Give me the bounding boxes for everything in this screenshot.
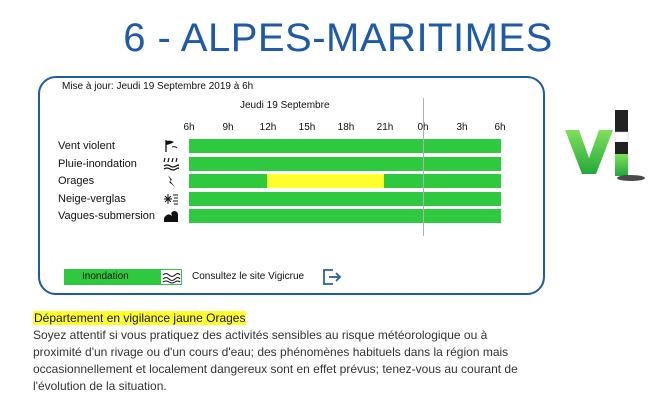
hour-label: 3h bbox=[456, 122, 468, 133]
vigilance-line: occasionnellement et localement dangereu… bbox=[33, 362, 518, 376]
row-label-rain-flood: Pluie-inondation bbox=[58, 158, 137, 170]
hour-label: 15h bbox=[298, 122, 316, 133]
vigilance-line: proximité d'un rivage ou d'un cours d'ea… bbox=[33, 345, 509, 359]
update-timestamp: Mise à jour: Jeudi 19 Septembre 2019 à 6… bbox=[62, 81, 254, 92]
wind-icon bbox=[163, 139, 179, 153]
snow-ice-icon bbox=[163, 192, 179, 206]
alert-bar-wind bbox=[189, 139, 501, 153]
row-label-wind: Vent violent bbox=[58, 140, 115, 152]
page-title: 6 - ALPES-MARITIMES bbox=[123, 16, 553, 60]
flood-waves-icon bbox=[161, 270, 181, 284]
day-label: Jeudi 19 Septembre bbox=[240, 100, 330, 111]
waves-icon bbox=[163, 209, 179, 223]
external-link-icon[interactable] bbox=[322, 268, 342, 286]
vigilance-title: Département en vigilance jaune Orages bbox=[33, 311, 247, 325]
midnight-divider bbox=[423, 98, 424, 236]
alert-bar-rain-flood bbox=[189, 157, 501, 171]
hour-label: 12h bbox=[259, 122, 277, 133]
lightning-icon bbox=[163, 174, 179, 188]
vigicrue-link[interactable]: Consultez le site Vigicrue bbox=[192, 271, 305, 282]
forecast-panel bbox=[38, 76, 545, 295]
hour-label: 6h bbox=[494, 122, 506, 133]
hour-label: 18h bbox=[337, 122, 355, 133]
hour-label: 21h bbox=[376, 122, 394, 133]
flood-label: Inondation bbox=[82, 271, 129, 282]
vigilance-description: Soyez attentif si vous pratiquez des act… bbox=[33, 327, 553, 395]
flood-indicator: Inondation bbox=[64, 269, 182, 285]
row-label-waves: Vagues-submersion bbox=[58, 210, 156, 222]
hour-label: 6h bbox=[183, 122, 195, 133]
vigilance-line: l'évolution de la situation. bbox=[33, 379, 167, 393]
alert-bar-snow-ice bbox=[189, 192, 501, 206]
hour-label: 9h bbox=[222, 122, 234, 133]
alert-bar-waves bbox=[189, 209, 501, 223]
rain-flood-icon bbox=[163, 157, 180, 171]
vigilance-logo-icon bbox=[565, 108, 647, 188]
alert-bar-storms bbox=[189, 174, 501, 188]
yellow-alert-segment bbox=[267, 174, 384, 188]
vigilance-line: Soyez attentif si vous pratiquez des act… bbox=[33, 328, 488, 342]
row-label-storms: Orages bbox=[58, 175, 95, 187]
row-label-snow-ice: Neige-verglas bbox=[58, 193, 126, 205]
